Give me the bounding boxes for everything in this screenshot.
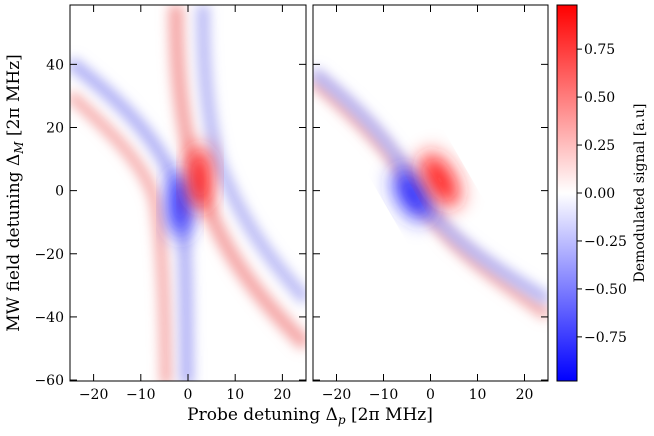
heatmap-image bbox=[70, 5, 306, 381]
y-tick-label: 0 bbox=[55, 184, 64, 200]
x-tick-label: 10 bbox=[226, 387, 244, 403]
colorbar-tick-label: −0.75 bbox=[584, 330, 627, 346]
x-tick-label: 20 bbox=[516, 387, 534, 403]
colorbar bbox=[557, 5, 577, 381]
x-tick-label: −20 bbox=[322, 387, 352, 403]
x-tick-label: −10 bbox=[369, 387, 399, 403]
x-tick-label: −10 bbox=[126, 387, 156, 403]
heatmap-image bbox=[313, 5, 548, 381]
y-tick-label: 20 bbox=[46, 120, 64, 136]
colorbar-tick-label: −0.50 bbox=[584, 282, 627, 298]
y-tick-label: −60 bbox=[34, 373, 64, 389]
colorbar-tick-label: −0.25 bbox=[584, 234, 627, 250]
y-tick-label: −20 bbox=[34, 247, 64, 263]
x-tick-label: 0 bbox=[184, 387, 193, 403]
x-tick-label: 20 bbox=[273, 387, 291, 403]
x-axis-label: Probe detuning Δp [2π MHz] bbox=[187, 405, 433, 427]
y-tick-label: −40 bbox=[34, 310, 64, 326]
y-tick-label: 40 bbox=[46, 57, 64, 73]
x-tick-label: 0 bbox=[426, 387, 435, 403]
colorbar-tick-label: 0.25 bbox=[584, 138, 615, 154]
colorbar-tick-label: 0.50 bbox=[584, 90, 615, 106]
x-tick-label: 10 bbox=[469, 387, 487, 403]
colorbar-tick-label: 0.75 bbox=[584, 42, 615, 58]
colorbar-tick-label: 0.00 bbox=[584, 186, 615, 202]
x-tick-label: −20 bbox=[79, 387, 109, 403]
colorbar-label: Demodulated signal [a.u] bbox=[632, 104, 648, 283]
y-axis-label: MW field detuning ΔM [2π MHz] bbox=[4, 54, 26, 332]
